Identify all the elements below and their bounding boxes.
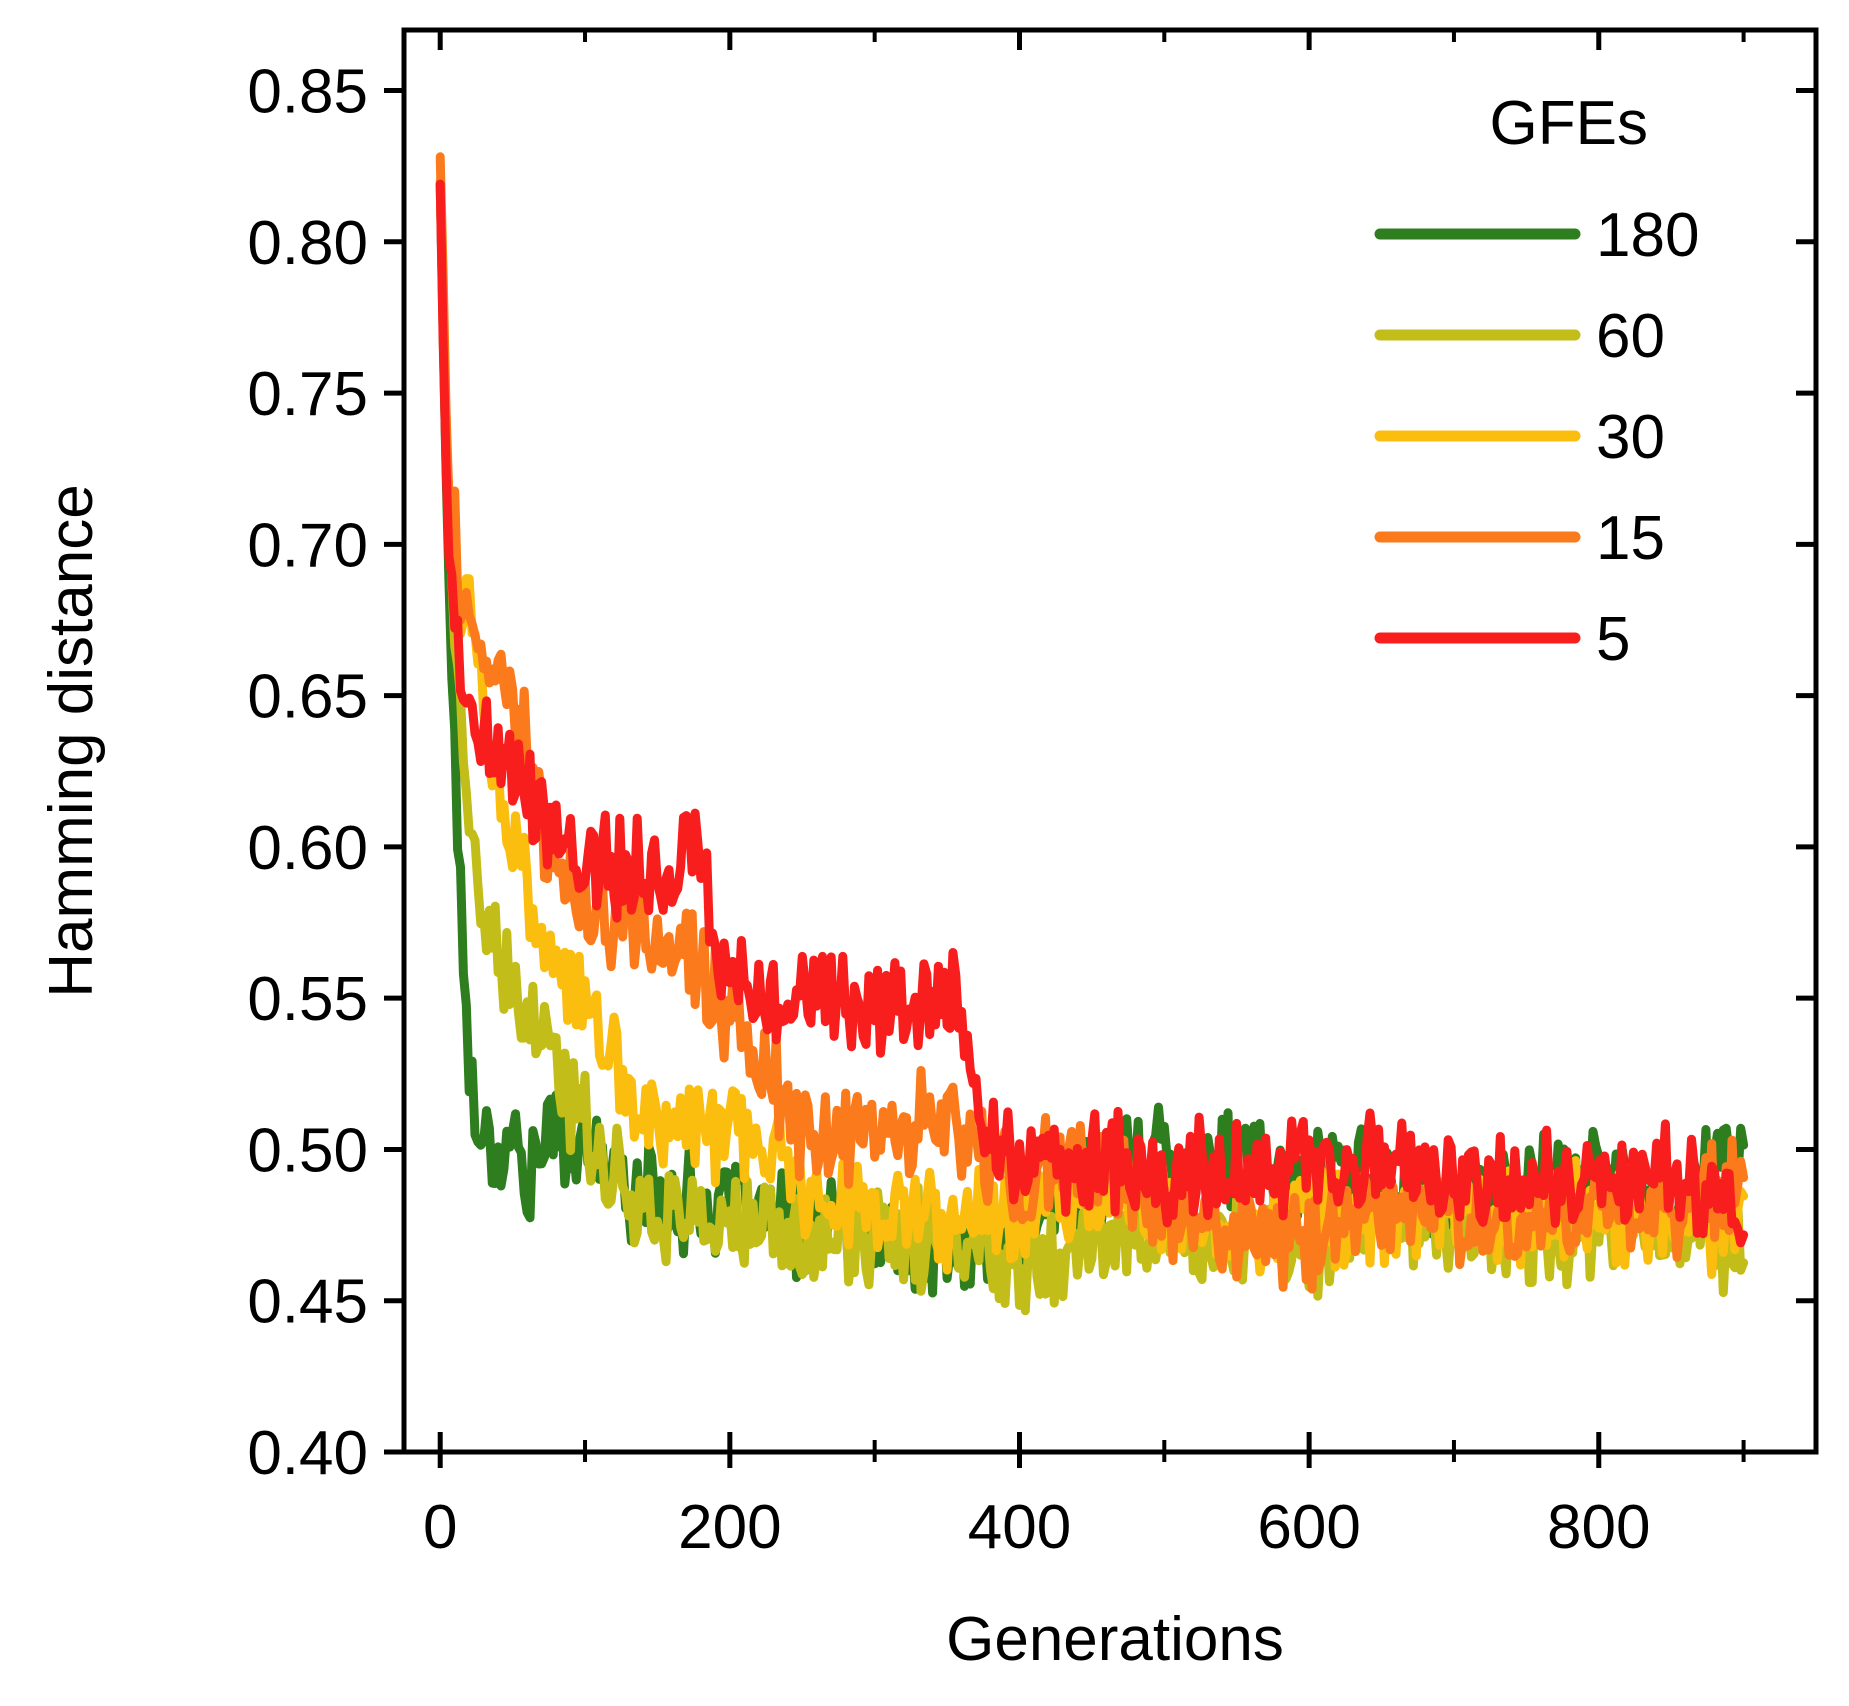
y-tick-label: 0.60 bbox=[247, 814, 368, 883]
y-axis-title: Hamming distance bbox=[37, 484, 106, 997]
y-tick-label: 0.55 bbox=[247, 965, 368, 1034]
legend-label-5: 5 bbox=[1596, 605, 1630, 674]
x-tick-label: 200 bbox=[678, 1493, 781, 1562]
ticks-layer: 0 200 400 600 800 0.40 0.45 0.50 0.55 0.60 0.65 0.7… bbox=[247, 30, 1816, 1562]
x-axis-title: Generations bbox=[946, 1605, 1284, 1674]
x-tick-label: 800 bbox=[1547, 1493, 1650, 1562]
legend-label-15: 15 bbox=[1596, 504, 1665, 573]
x-tick-label: 600 bbox=[1257, 1493, 1360, 1562]
legend: GFEs 180 60 30 15 5 bbox=[1374, 89, 1699, 674]
y-tick-label: 0.40 bbox=[247, 1419, 368, 1488]
y-tick-label: 0.45 bbox=[247, 1268, 368, 1337]
y-tick-label: 0.50 bbox=[247, 1116, 368, 1185]
legend-label-60: 60 bbox=[1596, 302, 1665, 371]
y-tick-label: 0.65 bbox=[247, 663, 368, 732]
legend-label-180: 180 bbox=[1596, 201, 1699, 270]
y-tick-label: 0.70 bbox=[247, 511, 368, 580]
y-tick-label: 0.80 bbox=[247, 209, 368, 278]
y-tick-label: 0.85 bbox=[247, 58, 368, 127]
y-tick-label: 0.75 bbox=[247, 360, 368, 429]
x-tick-label: 400 bbox=[968, 1493, 1071, 1562]
plot-frame bbox=[401, 27, 1819, 1455]
legend-title: GFEs bbox=[1490, 89, 1648, 158]
legend-label-30: 30 bbox=[1596, 403, 1665, 472]
x-tick-label: 0 bbox=[423, 1493, 457, 1562]
series-line-5 bbox=[435, 179, 1749, 1248]
series-layer bbox=[435, 152, 1749, 1316]
